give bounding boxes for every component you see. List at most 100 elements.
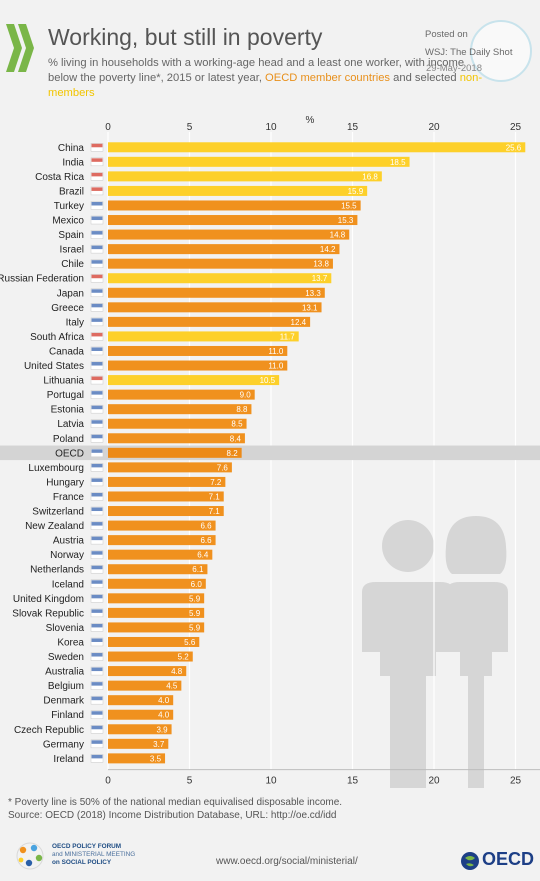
subtitle-main: % living in households with a working-ag… xyxy=(48,57,465,84)
country-label: Turkey xyxy=(54,201,84,212)
country-flag-stripe-icon xyxy=(91,318,103,322)
country-label: United States xyxy=(24,361,84,372)
country-label: Greece xyxy=(51,303,84,314)
country-flag-icon xyxy=(90,579,104,589)
country-flag-stripe-icon xyxy=(91,158,103,162)
country-label: Luxembourg xyxy=(28,463,84,474)
country-label: Lithuania xyxy=(43,376,84,387)
bar xyxy=(108,520,216,531)
bar-value-label: 3.5 xyxy=(150,754,162,763)
bar-value-label: 4.0 xyxy=(158,696,170,705)
bar xyxy=(108,549,213,560)
footnote-poverty-line: * Poverty line is 50% of the national me… xyxy=(8,797,343,808)
country-label: New Zealand xyxy=(25,521,84,532)
bar-value-label: 15.3 xyxy=(338,216,354,225)
bar-value-label: 11.0 xyxy=(268,362,284,371)
bar-value-label: 7.6 xyxy=(217,463,229,472)
country-flag-stripe-icon xyxy=(91,376,103,381)
forum-line-3: on SOCIAL POLICY xyxy=(52,859,112,866)
bar xyxy=(108,709,174,720)
country-label: Chile xyxy=(61,259,84,270)
bar xyxy=(108,302,322,313)
bar-value-label: 18.5 xyxy=(390,158,406,167)
country-label: Canada xyxy=(49,346,84,357)
bar xyxy=(108,447,242,458)
bar xyxy=(108,360,288,371)
bar xyxy=(108,345,288,356)
country-label: Brazil xyxy=(59,186,84,197)
country-flag-stripe-icon xyxy=(91,711,103,715)
bar xyxy=(108,142,526,153)
bar xyxy=(108,491,224,502)
bar xyxy=(108,215,358,226)
country-flag-stripe-icon xyxy=(91,594,103,599)
x-tick-label-bottom: 10 xyxy=(265,776,277,787)
policy-forum-logo-icon xyxy=(16,842,44,870)
bar-value-label: 9.0 xyxy=(240,391,252,400)
bar-value-label: 14.8 xyxy=(330,231,346,240)
bar-value-label: 5.9 xyxy=(189,609,201,618)
bar-value-label: 14.2 xyxy=(320,245,336,254)
country-flag-stripe-icon xyxy=(91,536,103,541)
country-flag-stripe-icon xyxy=(91,463,103,468)
bar-value-label: 11.7 xyxy=(280,332,296,341)
country-flag-stripe-icon xyxy=(91,332,103,337)
bar-value-label: 10.5 xyxy=(260,376,276,385)
bar-value-label: 13.1 xyxy=(302,303,318,312)
oecd-globe-icon xyxy=(461,852,479,870)
bar xyxy=(108,578,206,589)
country-label: Norway xyxy=(50,550,84,561)
bar-value-label: 13.3 xyxy=(305,289,321,298)
people-silhouettes xyxy=(362,516,508,788)
country-label: Japan xyxy=(57,288,84,299)
country-label: Germany xyxy=(43,739,84,750)
bar-value-label: 13.8 xyxy=(313,260,329,269)
bar xyxy=(108,753,166,764)
country-label: Netherlands xyxy=(30,565,84,576)
stamp-source: WSJ: The Daily Shot xyxy=(425,47,513,58)
x-tick-label-top: 15 xyxy=(347,122,359,133)
forum-line-2: and MINISTERIAL MEETING xyxy=(52,851,136,858)
bar xyxy=(108,535,216,546)
country-label: Belgium xyxy=(48,681,84,692)
bar xyxy=(108,636,200,647)
bar xyxy=(108,229,350,240)
bars: 25.6 China 18.5 India 16.8 Costa Rica 15.9 Braz… xyxy=(0,142,526,765)
country-flag-stripe-icon xyxy=(91,172,103,177)
bar-value-label: 15.9 xyxy=(348,187,364,196)
bar xyxy=(108,273,332,284)
bar xyxy=(108,593,205,604)
bar xyxy=(108,506,224,517)
country-label: France xyxy=(53,492,85,503)
bar xyxy=(108,462,232,473)
country-flag-stripe-icon xyxy=(91,274,103,279)
x-tick-label-bottom: 25 xyxy=(510,776,522,787)
bar-value-label: 25.6 xyxy=(506,143,522,152)
country-label: India xyxy=(62,157,84,168)
bar xyxy=(108,287,325,298)
country-flag-stripe-icon xyxy=(91,231,103,235)
bar xyxy=(108,418,247,429)
bar-value-label: 4.0 xyxy=(158,711,170,720)
chart-title: Working, but still in poverty xyxy=(48,24,323,50)
man-head-icon xyxy=(382,520,434,572)
country-label: OECD xyxy=(55,448,84,459)
country-label: Australia xyxy=(45,667,84,678)
bar-value-label: 11.0 xyxy=(268,347,284,356)
bar-value-label: 6.6 xyxy=(200,522,212,531)
bar xyxy=(108,331,299,342)
footnote-source: Source: OECD (2018) Income Distribution … xyxy=(8,810,337,821)
country-label: Hungary xyxy=(46,477,84,488)
stamp-posted: Posted on xyxy=(425,29,468,40)
country-label: Denmark xyxy=(43,696,85,707)
x-tick-label-bottom: 5 xyxy=(187,776,193,787)
bar xyxy=(108,375,280,386)
country-flag-icon xyxy=(90,303,104,312)
bar xyxy=(108,156,410,167)
ministerial-url-link[interactable]: www.oecd.org/social/ministerial/ xyxy=(216,856,358,867)
woman-head-icon xyxy=(445,516,507,574)
subtitle-nonmember-key: non-members xyxy=(48,72,483,99)
country-flag-stripe-icon xyxy=(91,754,103,759)
country-flag-stripe-icon xyxy=(91,507,103,512)
country-label: Ireland xyxy=(53,754,84,765)
